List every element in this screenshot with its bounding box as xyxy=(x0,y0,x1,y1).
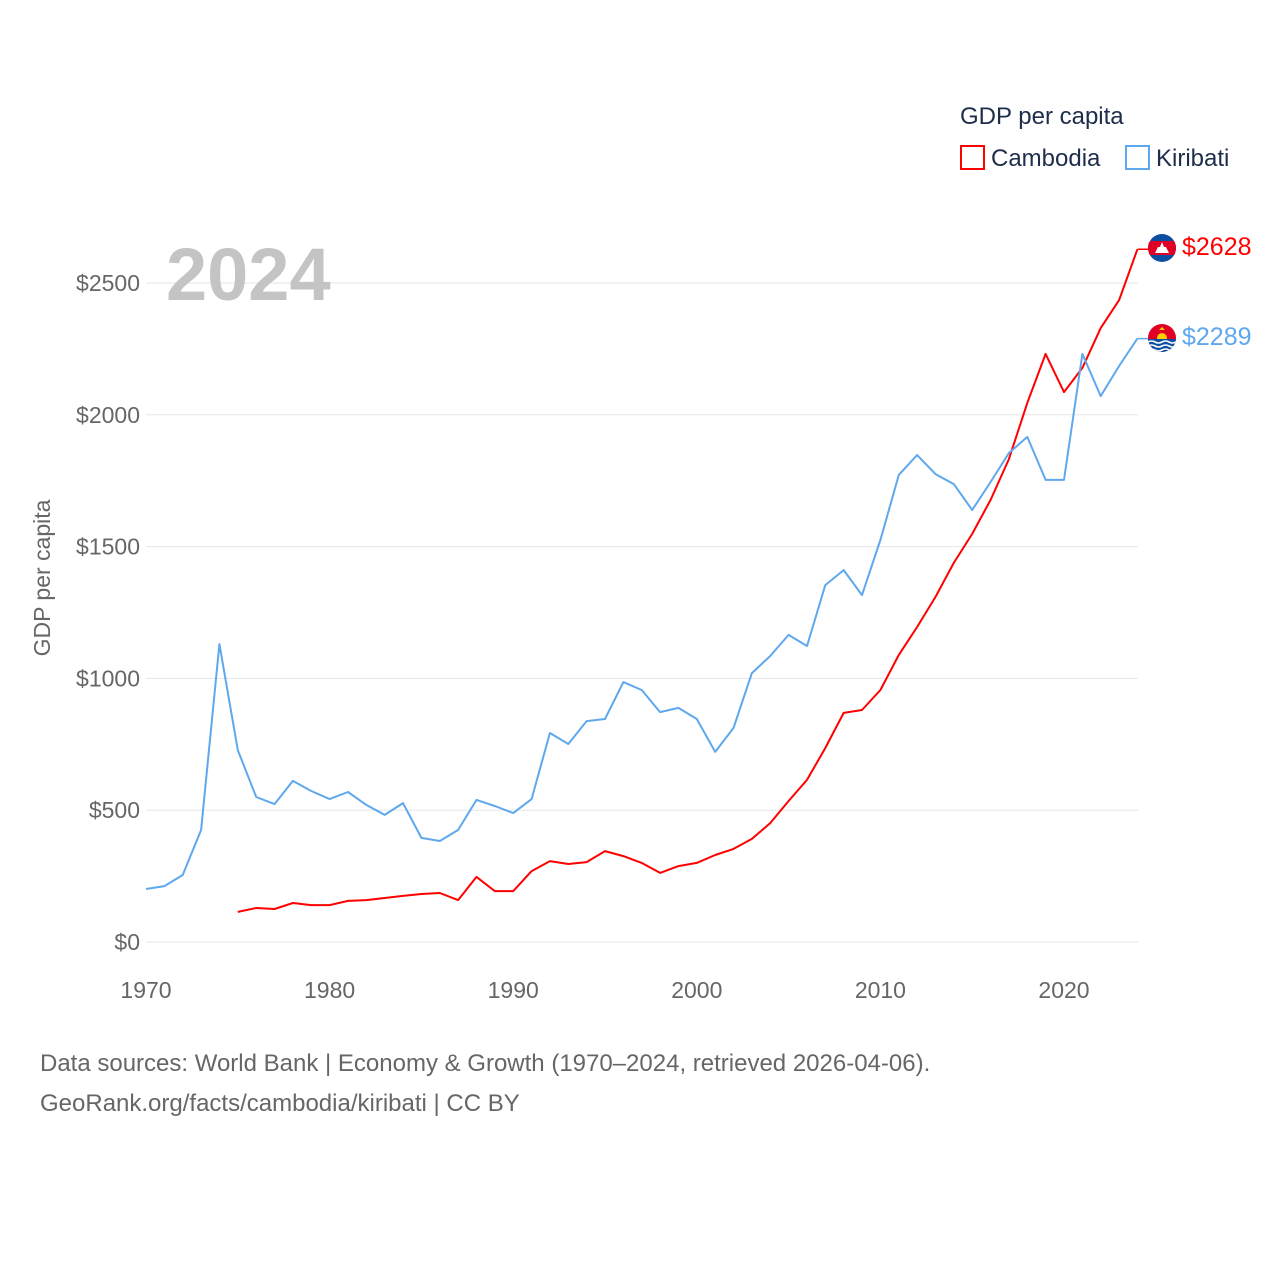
y-tick-label: $2000 xyxy=(76,402,140,428)
legend-swatch-kiribati[interactable] xyxy=(1125,145,1150,170)
x-tick-label: 1970 xyxy=(120,977,171,1003)
x-tick-label: 2010 xyxy=(855,977,906,1003)
y-tick-label: $2500 xyxy=(76,270,140,296)
data-source-text: Data sources: World Bank | Economy & Gro… xyxy=(40,1050,931,1077)
legend-label-kiribati[interactable]: Kiribati xyxy=(1156,145,1229,172)
series-line-kiribati xyxy=(145,338,1139,890)
y-tick-label: $0 xyxy=(114,929,140,955)
x-tick-label: 1980 xyxy=(304,977,355,1003)
legend-label-cambodia[interactable]: Cambodia xyxy=(991,145,1101,172)
kiribati-end-value: $2289 xyxy=(1182,323,1252,351)
x-tick-label: 1990 xyxy=(488,977,539,1003)
y-tick-label: $1000 xyxy=(76,665,140,691)
cambodia-end-value: $2628 xyxy=(1182,233,1252,261)
y-axis-label: GDP per capita xyxy=(29,499,55,656)
series-line-cambodia xyxy=(237,248,1139,913)
y-tick-label: $500 xyxy=(89,797,140,823)
source-link[interactable]: GeoRank.org/facts/cambodia/kiribati | CC… xyxy=(40,1090,520,1117)
y-tick-label: $1500 xyxy=(76,534,140,560)
cambodia-flag-icon xyxy=(1148,234,1176,262)
footer: Data sources: World Bank | Economy & Gro… xyxy=(40,1044,930,1124)
legend-title: GDP per capita xyxy=(960,103,1124,130)
legend: GDP per capita Cambodia Kiribati xyxy=(960,103,1229,172)
x-tick-label: 2000 xyxy=(671,977,722,1003)
legend-swatch-cambodia[interactable] xyxy=(960,145,985,170)
kiribati-flag-icon xyxy=(1148,324,1176,352)
x-tick-label: 2020 xyxy=(1038,977,1089,1003)
year-watermark: 2024 xyxy=(166,233,331,316)
